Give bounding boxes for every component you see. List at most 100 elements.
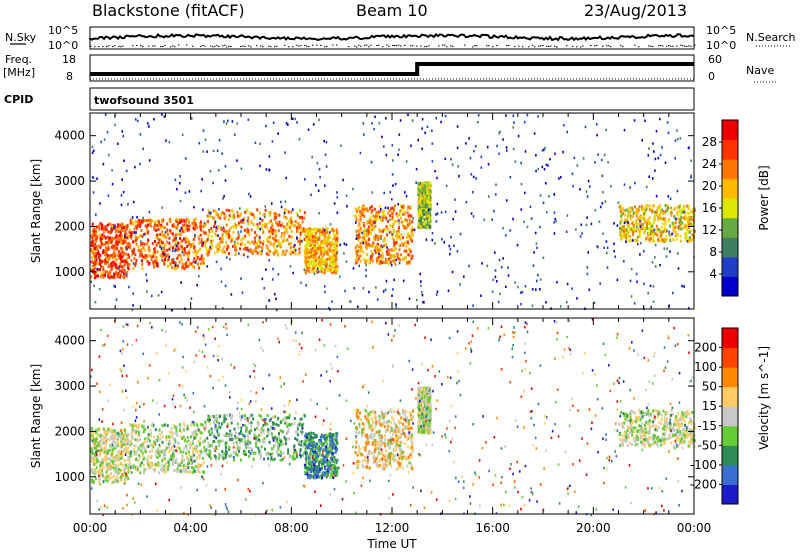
echo-cell — [373, 207, 376, 211]
echo-cell — [210, 427, 213, 431]
freq-tick-bottom: 8 — [66, 70, 73, 83]
echo-cell — [629, 214, 632, 218]
scatter-cell — [272, 121, 275, 124]
echo-cell — [201, 440, 204, 444]
echo-cell — [105, 454, 108, 458]
echo-cell — [640, 207, 643, 211]
echo-cell — [215, 447, 218, 450]
echo-cell — [398, 226, 401, 229]
echo-cell — [644, 227, 647, 230]
nave-tick-top: 60 — [708, 53, 722, 66]
echo-cell — [214, 222, 216, 225]
echo-cell — [206, 250, 208, 254]
echo-cell — [290, 210, 293, 214]
echo-cell — [643, 218, 646, 221]
scatter-cell — [157, 294, 160, 297]
echo-cell — [183, 267, 186, 271]
echo-cell — [147, 240, 150, 244]
echo-cell — [392, 228, 395, 232]
echo-cell — [99, 239, 102, 243]
echo-cell — [95, 239, 98, 243]
echo-cell — [394, 262, 397, 266]
echo-cell — [239, 415, 242, 419]
echo-cell — [208, 452, 211, 456]
echo-cell — [236, 436, 238, 440]
echo-cell — [371, 255, 374, 258]
echo-cell — [627, 210, 630, 214]
echo-cell — [131, 427, 134, 431]
echo-cell — [184, 470, 187, 474]
scatter-cell — [237, 231, 240, 234]
echo-cell — [172, 261, 175, 265]
echo-cell — [91, 243, 94, 247]
echo-cell — [228, 447, 231, 451]
echo-cell — [308, 233, 311, 236]
scatter-cell — [654, 256, 656, 259]
echo-cell — [323, 271, 326, 275]
scatter-cell — [395, 303, 397, 306]
echo-cell — [228, 252, 231, 256]
scatter-cell — [163, 115, 166, 118]
echo-cell — [90, 436, 93, 439]
echo-band — [303, 226, 339, 275]
echo-cell — [391, 211, 393, 215]
echo-cell — [299, 208, 302, 212]
echo-cell — [679, 219, 682, 223]
echo-cell — [648, 238, 651, 242]
scatter-cell — [148, 159, 151, 162]
scatter-cell — [584, 125, 587, 129]
echo-cell — [425, 205, 428, 209]
echo-cell — [205, 246, 208, 250]
echo-cell — [97, 274, 99, 278]
echo-cell — [184, 221, 187, 225]
echo-cell — [109, 437, 112, 441]
echo-cell — [406, 234, 409, 238]
scatter-cell — [468, 264, 470, 268]
echo-cell — [297, 222, 300, 226]
echo-cell — [118, 467, 121, 471]
echo-cell — [172, 449, 175, 453]
echo-cell — [120, 477, 123, 481]
echo-cell — [244, 417, 246, 421]
echo-cell — [108, 467, 111, 471]
echo-cell — [144, 224, 147, 228]
scatter-cell — [174, 178, 177, 182]
scatter-cell — [480, 155, 483, 159]
scatter-cell — [90, 280, 92, 284]
scatter-cell — [477, 114, 480, 117]
echo-cell — [250, 228, 253, 232]
echo-cell — [626, 234, 629, 238]
echo-cell — [321, 227, 324, 231]
echo-cell — [119, 254, 121, 258]
echo-cell — [182, 466, 185, 470]
echo-cell — [323, 268, 326, 272]
echo-cell — [260, 431, 263, 435]
echo-cell — [258, 452, 261, 456]
echo-cell — [628, 227, 631, 231]
echo-band — [203, 413, 306, 462]
echo-cell — [628, 222, 631, 226]
echo-cell — [650, 224, 653, 228]
echo-cell — [136, 220, 139, 224]
echo-cell — [125, 257, 128, 261]
echo-cell — [146, 242, 148, 246]
scatter-cell — [392, 159, 394, 162]
colorbar-swatch — [722, 237, 738, 258]
nave-label: Nave — [746, 64, 774, 77]
echo-cell — [112, 459, 115, 463]
echo-cell — [296, 226, 299, 230]
echo-cell — [653, 239, 656, 243]
scatter-cell — [487, 195, 490, 198]
echo-cell — [104, 478, 107, 482]
echo-cell — [108, 276, 111, 280]
scatter-cell — [259, 217, 262, 220]
echo-cell — [370, 205, 373, 209]
echo-cell — [372, 214, 375, 218]
echo-cell — [660, 234, 663, 238]
echo-cell — [309, 240, 312, 244]
echo-cell — [634, 211, 637, 215]
echo-cell — [638, 215, 641, 219]
echo-cell — [331, 251, 334, 255]
echo-cell — [196, 226, 199, 230]
echo-cell — [105, 249, 108, 252]
